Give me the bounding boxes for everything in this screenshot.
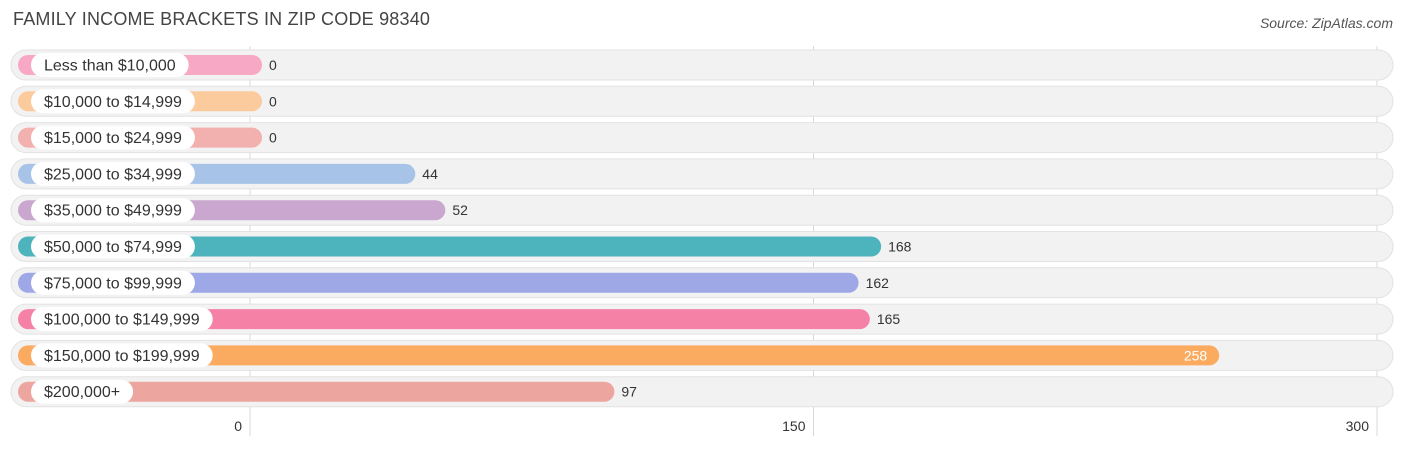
label-pill xyxy=(31,270,195,295)
x-tick-label: 0 xyxy=(234,418,242,434)
value-label: 165 xyxy=(877,311,901,327)
label-pill xyxy=(31,161,195,186)
label-pill xyxy=(31,343,213,368)
row-track xyxy=(10,122,1394,154)
value-label: 0 xyxy=(269,130,277,146)
label-pill xyxy=(31,89,195,114)
row-track xyxy=(10,49,1394,81)
category-label: $150,000 to $199,999 xyxy=(44,348,200,365)
category-label: $75,000 to $99,999 xyxy=(44,275,182,292)
value-label: 97 xyxy=(621,384,637,400)
category-label: Less than $10,000 xyxy=(44,58,176,75)
category-label: $25,000 to $34,999 xyxy=(44,166,182,183)
value-label: 44 xyxy=(422,166,438,182)
chart-source: Source: ZipAtlas.com xyxy=(1259,15,1393,31)
label-pill xyxy=(31,379,134,404)
category-label: $100,000 to $149,999 xyxy=(44,312,200,329)
bar xyxy=(18,345,1220,366)
value-label: 258 xyxy=(1184,347,1208,363)
bar xyxy=(18,272,859,293)
category-label: $35,000 to $49,999 xyxy=(44,203,182,220)
bar-row: $100,000 to $149,999 165 xyxy=(10,303,1394,335)
bar-row: $10,000 to $14,999 0 xyxy=(10,85,1394,117)
value-label: 0 xyxy=(269,57,277,73)
value-label: 162 xyxy=(866,275,890,291)
label-pill xyxy=(31,198,195,223)
x-tick-label: 300 xyxy=(1346,418,1370,434)
label-pill xyxy=(31,53,189,77)
bar-row: $35,000 to $49,999 52 xyxy=(10,194,1394,226)
category-label: $50,000 to $74,999 xyxy=(44,239,182,256)
value-label: 168 xyxy=(888,239,912,255)
row-track xyxy=(10,85,1394,117)
value-label: 52 xyxy=(452,202,468,218)
x-tick-label: 150 xyxy=(782,418,806,434)
bar-row: $150,000 to $199,999 258 xyxy=(10,339,1394,371)
chart-title: FAMILY INCOME BRACKETS IN ZIP CODE 98340 xyxy=(13,9,431,29)
bar xyxy=(18,236,882,257)
bar-row: $25,000 to $34,999 44 xyxy=(10,158,1394,190)
label-pill xyxy=(31,307,213,332)
bar-row: $15,000 to $24,999 0 xyxy=(10,122,1394,154)
bar-row: Less than $10,000 0 xyxy=(10,49,1394,81)
category-label: $200,000+ xyxy=(44,384,120,401)
bar-row: $200,000+ 97 xyxy=(10,376,1394,408)
value-label: 0 xyxy=(269,93,277,109)
label-pill xyxy=(31,125,195,150)
bar xyxy=(18,381,615,402)
category-label: $15,000 to $24,999 xyxy=(44,130,182,147)
x-axis: 0 150 300 xyxy=(234,418,1369,434)
bar xyxy=(18,309,870,330)
category-label: $10,000 to $14,999 xyxy=(44,94,182,111)
bar-row: $75,000 to $99,999 162 xyxy=(10,267,1394,299)
label-pill xyxy=(31,234,195,259)
bar-row: $50,000 to $74,999 168 xyxy=(10,231,1394,262)
